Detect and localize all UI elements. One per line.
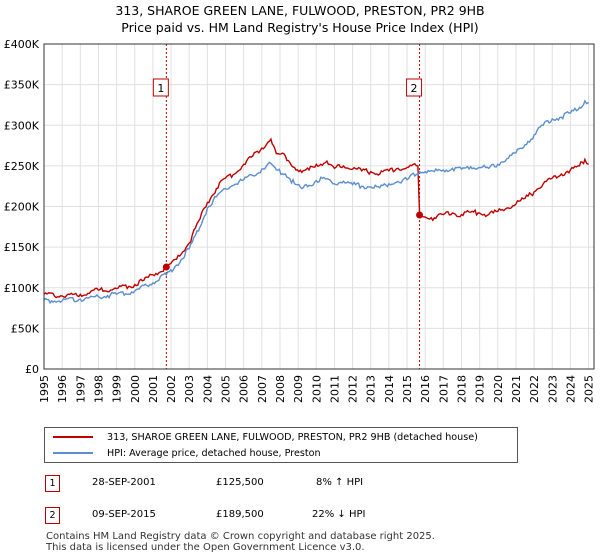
y-tick-label: £50K [11, 322, 40, 335]
chart-subtitle: Price paid vs. HM Land Registry's House … [121, 20, 479, 35]
x-tick-label: 2003 [183, 375, 196, 403]
x-tick-label: 2000 [129, 375, 142, 403]
property-price-line [43, 137, 589, 299]
price-chart: 1 2 £0 £50K £100K £150K £200K £250K £300K £350K £… [4, 38, 596, 403]
x-tick-label: 2010 [310, 375, 323, 403]
sale-marker-badge: 1 [152, 78, 169, 97]
transaction-date: 09-SEP-2015 [92, 509, 156, 520]
x-tick-label: 2017 [437, 375, 450, 403]
legend-label-property: 313, SHAROE GREEN LANE, FULWOOD, PRESTON… [107, 431, 478, 443]
x-tick-label: 2019 [474, 375, 487, 403]
transaction-hpi: 8% ↑ HPI [316, 477, 364, 488]
legend-swatch-blue [53, 452, 93, 454]
y-tick-label: £300K [4, 119, 40, 132]
y-tick-label: £200K [4, 201, 40, 214]
sale-marker-badge: 2 [406, 78, 423, 97]
x-tick-label: 2021 [510, 375, 523, 403]
footer-line-2: This data is licensed under the Open Gov… [46, 542, 365, 553]
transaction-badge: 2 [45, 507, 60, 524]
svg-text:2: 2 [411, 82, 418, 95]
transaction-hpi: 22% ↓ HPI [312, 509, 366, 520]
transaction-price: £189,500 [216, 509, 264, 520]
y-tick-label: £150K [4, 241, 40, 254]
x-tick-label: 1998 [92, 375, 105, 403]
x-tick-label: 2007 [256, 375, 269, 403]
footer-line-1: Contains HM Land Registry data © Crown c… [46, 531, 435, 542]
x-tick-label: 2022 [528, 375, 541, 403]
x-tick-label: 2005 [220, 375, 233, 403]
chart-title: 313, SHAROE GREEN LANE, FULWOOD, PRESTON… [115, 3, 485, 18]
x-tick-label: 1997 [74, 375, 87, 403]
legend-item-hpi: HPI: Average price, detached house, Pres… [45, 445, 321, 461]
x-tick-label: 2020 [492, 375, 505, 403]
x-tick-label: 1996 [56, 375, 69, 403]
transaction-date: 28-SEP-2001 [92, 477, 156, 488]
legend-label-hpi: HPI: Average price, detached house, Pres… [107, 447, 321, 459]
y-tick-label: £250K [4, 160, 40, 173]
transaction-badge: 1 [45, 475, 60, 492]
x-tick-label: 2025 [583, 375, 596, 403]
x-tick-label: 2006 [238, 375, 251, 403]
x-tick-label: 1995 [38, 375, 51, 403]
x-tick-label: 2008 [274, 375, 287, 403]
plot-frame [43, 43, 595, 370]
x-tick-label: 2012 [347, 375, 360, 403]
y-tick-label: £0 [25, 363, 39, 376]
x-tick-label: 2016 [419, 375, 432, 403]
transaction-price: £125,500 [216, 477, 264, 488]
x-tick-label: 2023 [546, 375, 559, 403]
y-tick-label: £350K [4, 79, 40, 92]
legend-swatch-red [53, 436, 93, 438]
x-tick-label: 2004 [201, 375, 214, 403]
sale-point [416, 211, 424, 219]
x-tick-label: 2024 [564, 375, 577, 403]
x-tick-label: 2011 [328, 375, 341, 403]
x-tick-label: 2018 [455, 375, 468, 403]
x-tick-label: 1999 [111, 375, 124, 403]
y-tick-label: £400K [4, 38, 40, 51]
footer: Contains HM Land Registry data © Crown c… [46, 531, 435, 553]
y-tick-label: £100K [4, 282, 40, 295]
x-tick-label: 2014 [383, 375, 396, 403]
x-tick-label: 2002 [165, 375, 178, 403]
x-tick-label: 2001 [147, 375, 160, 403]
legend: 313, SHAROE GREEN LANE, FULWOOD, PRESTON… [44, 427, 518, 463]
legend-item-property: 313, SHAROE GREEN LANE, FULWOOD, PRESTON… [45, 429, 478, 445]
sale-point [162, 263, 170, 271]
hpi-line [43, 99, 589, 305]
x-tick-label: 2013 [365, 375, 378, 403]
x-tick-label: 2015 [401, 375, 414, 403]
svg-text:1: 1 [157, 82, 164, 95]
x-tick-label: 2009 [292, 375, 305, 403]
